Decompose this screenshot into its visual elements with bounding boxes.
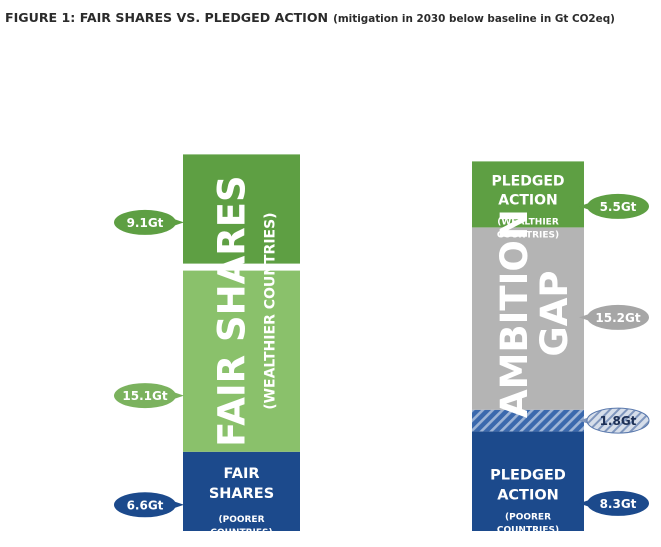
fair-shares-poorer-line2: SHARES	[209, 486, 274, 502]
value-pill-2-1-text: 8.3Gt	[600, 497, 637, 511]
value-pill-1-1: 6.6Gt	[114, 492, 184, 518]
bar-annotations: FAIR SHARES (WEALTHIER COUNTRIES) FAIR SHAR…	[209, 173, 576, 537]
bar2-segment-4	[472, 161, 584, 228]
pledged-wealthier-line4: COUNTRIES)	[497, 230, 559, 240]
value-pill-2-4-text: 5.5Gt	[600, 200, 637, 214]
bar1-segment-2	[183, 270, 300, 452]
pledged-poorer-line3: (POORER	[505, 512, 551, 522]
value-pill-1-2-text: 15.1Gt	[122, 389, 167, 403]
fair-shares-big-text: FAIR SHARES	[211, 175, 254, 446]
value-pill-2-4: 5.5Gt	[579, 193, 649, 219]
value-pill-1-1-text: 6.6Gt	[127, 498, 164, 512]
chart-subtitle: (mitigation in 2030 below baseline in Gt…	[333, 13, 615, 25]
pledged-wealthier-line1: PLEDGED	[491, 173, 564, 189]
bar2-segment-1	[472, 431, 584, 531]
value-pill-2-3-text: 15.2Gt	[595, 311, 640, 325]
value-pill-1-3: 9.1Gt	[114, 209, 184, 235]
pledged-wealthier-line2: ACTION	[498, 192, 558, 208]
bar2-segment-3	[472, 227, 584, 410]
pledged-poorer-line4: COUNTRIES)	[497, 525, 559, 535]
value-pill-1-2: 15.1Gt	[114, 383, 184, 409]
ambition-gap-line2: GAP	[533, 271, 576, 357]
bar1-segment-3	[183, 154, 300, 264]
bar-segments	[183, 154, 584, 531]
chart-title-main: FIGURE 1: FAIR SHARES VS. PLEDGED ACTION	[5, 10, 329, 25]
value-pill-2-2-text: 1.8Gt	[600, 414, 637, 428]
fair-shares-poorer-line1: FAIR	[223, 466, 259, 482]
fair-shares-wealthier-text: (WEALTHIER COUNTRIES)	[263, 212, 279, 409]
pledged-poorer-line2: ACTION	[497, 487, 559, 503]
ambition-gap-line1: AMBITION	[493, 209, 536, 418]
pledged-poorer-line1: PLEDGED	[490, 467, 566, 483]
value-pill-2-1: 8.3Gt	[579, 490, 649, 516]
fair-shares-poorer-line4: COUNTRIES)	[210, 528, 272, 538]
bar1-segment-1	[183, 451, 300, 531]
value-pill-2-2: 1.8Gt	[579, 407, 650, 434]
bar2-segment-2	[472, 409, 584, 432]
chart-title: FIGURE 1: FAIR SHARES VS. PLEDGED ACTION…	[5, 10, 615, 25]
value-pill-2-3: 15.2Gt	[579, 304, 649, 330]
value-labels: 6.6Gt 15.1Gt 9.1Gt 8.3Gt 1.8Gt 15.2Gt 5.5Gt	[114, 193, 650, 518]
value-pill-1-3-text: 9.1Gt	[127, 216, 164, 230]
fair-shares-poorer-line3: (POORER	[218, 515, 264, 525]
pledged-wealthier-line3: (WEALTHIER	[497, 217, 559, 227]
